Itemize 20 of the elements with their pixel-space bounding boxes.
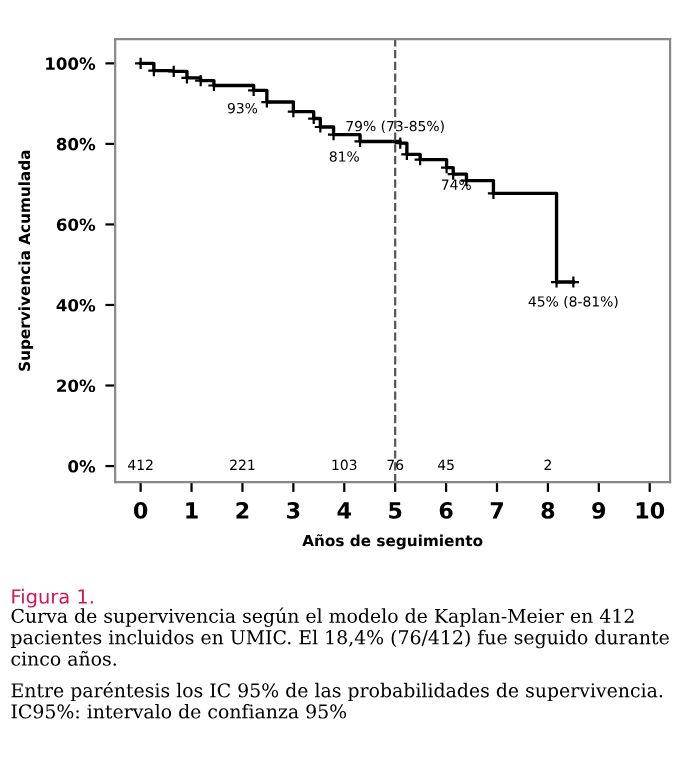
x-tick-label: 7 [490,502,503,519]
y-tick-label: 100% [46,57,96,70]
x-tick-label: 5 [389,502,402,519]
x-tick-label: 10 [636,502,665,519]
y-tick-label: 80% [56,137,96,151]
text: Figura 1. [12,588,93,608]
x-tick-label: 2 [236,502,249,519]
x-tick-label: 0 [133,502,148,519]
x-tick-label: 9 [592,502,606,519]
text: Entre paréntesis los IC 95% de las probabilidades de supervivencia. IC95%: intervalo de confianza 95% [11,682,663,719]
x-tick-label: 4 [337,502,351,519]
x-tick-label: 3 [287,502,300,519]
y-tick-label: 60% [56,218,96,232]
text: Curva de supervivencia según el modelo de Kaplan-Meier en 412 pacientes incluidos en UMIC. El 18,4% (76/412) fue seguido durante cinco años. [11,607,669,666]
y-tick-label: 20% [57,379,96,393]
y-tick-label: 40% [56,298,96,312]
y-tick-label: 0% [68,460,96,473]
x-tick-label: 6 [439,502,453,519]
x-tick-label: 8 [541,502,555,519]
x-tick-label: 1 [186,502,198,519]
